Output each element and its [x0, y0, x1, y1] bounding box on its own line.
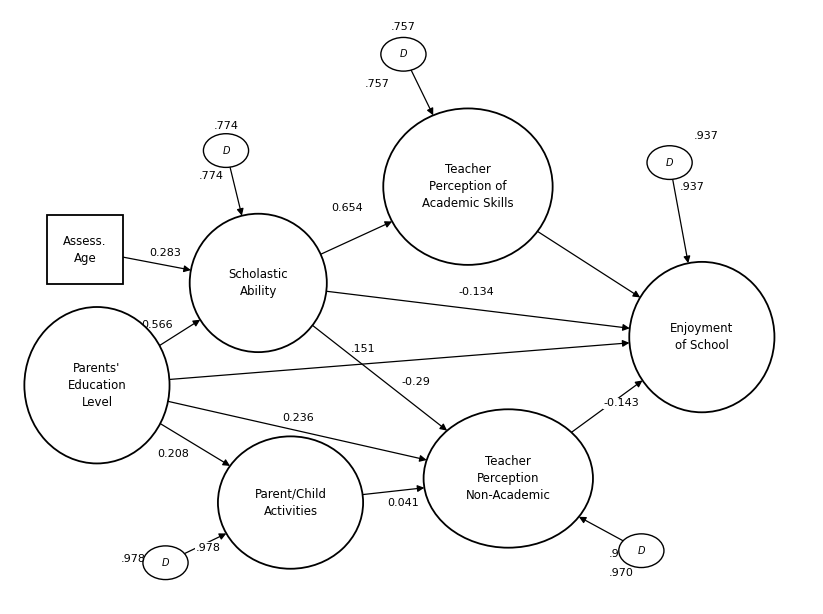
Text: .151: .151 [351, 344, 375, 354]
Text: .757: .757 [365, 79, 390, 90]
Ellipse shape [424, 410, 593, 548]
Text: .978: .978 [196, 543, 221, 553]
Ellipse shape [25, 307, 170, 464]
Text: Enjoyment
of School: Enjoyment of School [670, 322, 733, 352]
Text: 0.236: 0.236 [283, 413, 314, 423]
Ellipse shape [630, 262, 774, 413]
Text: D: D [222, 146, 230, 155]
Text: .757: .757 [391, 22, 416, 32]
Text: Parents'
Education
Level: Parents' Education Level [67, 362, 126, 409]
Text: 0.041: 0.041 [388, 497, 419, 508]
Text: .970: .970 [609, 549, 634, 559]
Text: 0.283: 0.283 [150, 248, 181, 258]
Text: Teacher
Perception
Non-Academic: Teacher Perception Non-Academic [466, 455, 551, 502]
Text: D: D [666, 158, 673, 168]
Text: Assess.
Age: Assess. Age [63, 235, 107, 265]
Ellipse shape [381, 37, 426, 71]
Text: .774: .774 [213, 122, 239, 131]
Ellipse shape [189, 214, 327, 352]
Text: -0.29: -0.29 [401, 377, 430, 387]
Text: Scholastic
Ability: Scholastic Ability [229, 268, 288, 298]
FancyBboxPatch shape [47, 216, 123, 284]
Text: 0.208: 0.208 [158, 449, 189, 459]
Text: .937: .937 [694, 131, 718, 141]
Text: .978: .978 [121, 553, 146, 564]
Text: 0.654: 0.654 [331, 203, 363, 212]
Ellipse shape [218, 437, 363, 569]
Text: D: D [400, 49, 407, 60]
Text: 0.566: 0.566 [142, 320, 174, 330]
Ellipse shape [203, 134, 249, 168]
Text: Parent/Child
Activities: Parent/Child Activities [254, 488, 327, 518]
Ellipse shape [647, 146, 692, 179]
Ellipse shape [384, 109, 553, 265]
Text: Teacher
Perception of
Academic Skills: Teacher Perception of Academic Skills [422, 163, 514, 210]
Text: D: D [162, 558, 170, 568]
Text: D: D [638, 546, 645, 556]
Text: -0.134: -0.134 [458, 287, 494, 297]
Text: .774: .774 [199, 171, 224, 181]
Ellipse shape [619, 534, 664, 567]
Text: .937: .937 [680, 182, 704, 192]
Ellipse shape [143, 546, 188, 580]
Text: .970: .970 [609, 568, 634, 578]
Text: -0.143: -0.143 [603, 398, 639, 408]
